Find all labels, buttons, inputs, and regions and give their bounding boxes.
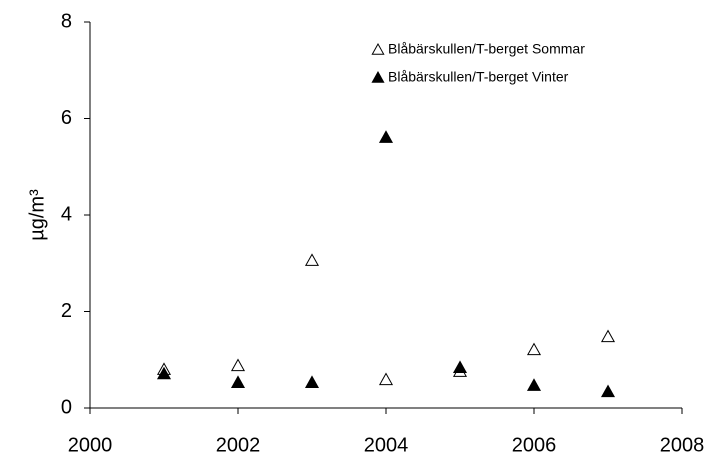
- marker: [378, 130, 394, 143]
- marker: [526, 378, 542, 391]
- marker: [600, 384, 616, 398]
- marker: [452, 360, 468, 374]
- marker: [230, 375, 246, 388]
- y-axis-label: µg/m³: [26, 189, 48, 241]
- y-tick-label: 8: [61, 10, 72, 32]
- marker: [304, 253, 320, 266]
- x-tick-label: 2002: [216, 434, 261, 456]
- marker: [600, 329, 616, 343]
- x-tick-label: 2000: [68, 434, 113, 456]
- y-tick-label: 2: [61, 300, 72, 322]
- y-tick-label: 4: [61, 203, 72, 225]
- y-tick-label: 6: [61, 107, 72, 129]
- marker: [378, 372, 394, 386]
- legend-label: Blåbärskullen/T-berget Sommar: [388, 41, 585, 57]
- y-tick-label: 0: [61, 396, 72, 418]
- legend-marker: [371, 42, 385, 55]
- marker: [156, 366, 172, 380]
- x-tick-label: 2004: [364, 434, 409, 456]
- marker: [526, 342, 542, 356]
- legend-marker: [371, 70, 385, 83]
- marker: [230, 358, 246, 372]
- x-tick-label: 2006: [512, 434, 557, 456]
- marker: [304, 375, 320, 388]
- legend-label: Blåbärskullen/T-berget Vinter: [388, 69, 569, 85]
- x-tick-label: 2008: [660, 434, 705, 456]
